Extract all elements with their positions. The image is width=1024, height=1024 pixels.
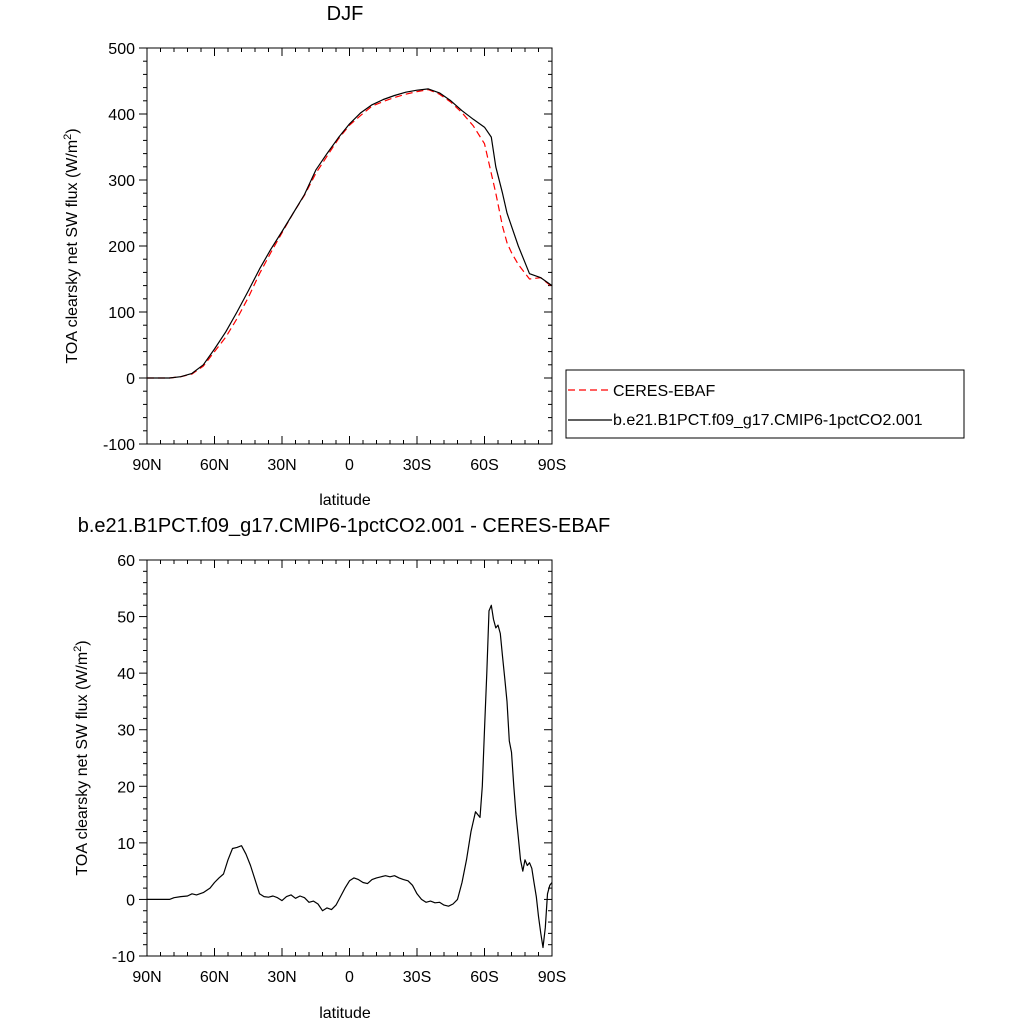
x-tick-label: 30N [267,457,296,474]
bottom-panel: b.e21.B1PCT.f09_g17.CMIP6-1pctCO2.001 - … [72,515,610,1022]
y-tick-label: 50 [117,610,135,627]
top-chart-title: DJF [327,3,364,25]
x-tick-label: 90S [538,969,566,986]
legend-box [565,369,965,439]
x-tick-label: 60N [200,457,229,474]
x-tick-label: 60S [470,969,498,986]
y-tick-label: -10 [112,949,135,966]
series-line-difference [147,604,553,949]
y-tick-label: 10 [117,836,135,853]
top-plot-frame [146,47,553,445]
y-tick-label: 40 [117,666,135,683]
y-tick-label: 100 [108,305,135,322]
bottom-plot-frame [146,559,553,957]
y-tick-label: 20 [117,779,135,796]
y-tick-label: -100 [103,437,135,454]
top-panel: DJF 90N 60N 30N 0 30S 60S 90S -100 0 100 200 300 400… [62,3,965,509]
legend-label-ceres-ebaf: CERES-EBAF [613,383,715,400]
bottom-chart-title: b.e21.B1PCT.f09_g17.CMIP6-1pctCO2.001 - … [78,515,610,537]
legend-label-model: b.e21.B1PCT.f09_g17.CMIP6-1pctCO2.001 [613,412,923,429]
top-tick-labels: 90N 60N 30N 0 30S 60S 90S -100 0 100 200 300 400 500 [103,41,566,474]
series-line-b-e21-b1pct-f09-g17-cmip6-1pctco2-001 [147,88,553,379]
x-tick-label: 90N [132,457,161,474]
legend: CERES-EBAF b.e21.B1PCT.f09_g17.CMIP6-1pc… [565,369,965,439]
bottom-ticks [139,559,553,957]
y-tick-label: 0 [126,892,135,909]
x-tick-label: 0 [345,457,354,474]
bottom-x-axis-label: latitude [319,1005,371,1022]
bottom-y-axis-label: TOA clearsky net SW flux (W/m2) [72,640,91,875]
x-tick-label: 60S [470,457,498,474]
top-x-axis-label: latitude [319,492,371,509]
x-tick-label: 60N [200,969,229,986]
series-line-ceres-ebaf [147,89,553,379]
x-tick-label: 30N [267,969,296,986]
bottom-tick-labels: 90N 60N 30N 0 30S 60S 90S -10 0 10 20 30 40 50 60 [112,553,566,986]
y-tick-label: 500 [108,41,135,58]
x-tick-label: 30S [403,969,431,986]
y-tick-label: 400 [108,107,135,124]
y-tick-label: 30 [117,723,135,740]
y-tick-label: 0 [126,371,135,388]
x-tick-label: 90N [132,969,161,986]
y-tick-label: 60 [117,553,135,570]
x-tick-label: 0 [345,969,354,986]
bottom-series-lines [147,604,553,949]
top-y-axis-label: TOA clearsky net SW flux (W/m2) [62,128,81,363]
y-tick-label: 200 [108,239,135,256]
x-tick-label: 30S [403,457,431,474]
top-ticks [139,47,553,445]
y-tick-label: 300 [108,173,135,190]
top-series-lines [147,88,553,379]
x-tick-label: 90S [538,457,566,474]
